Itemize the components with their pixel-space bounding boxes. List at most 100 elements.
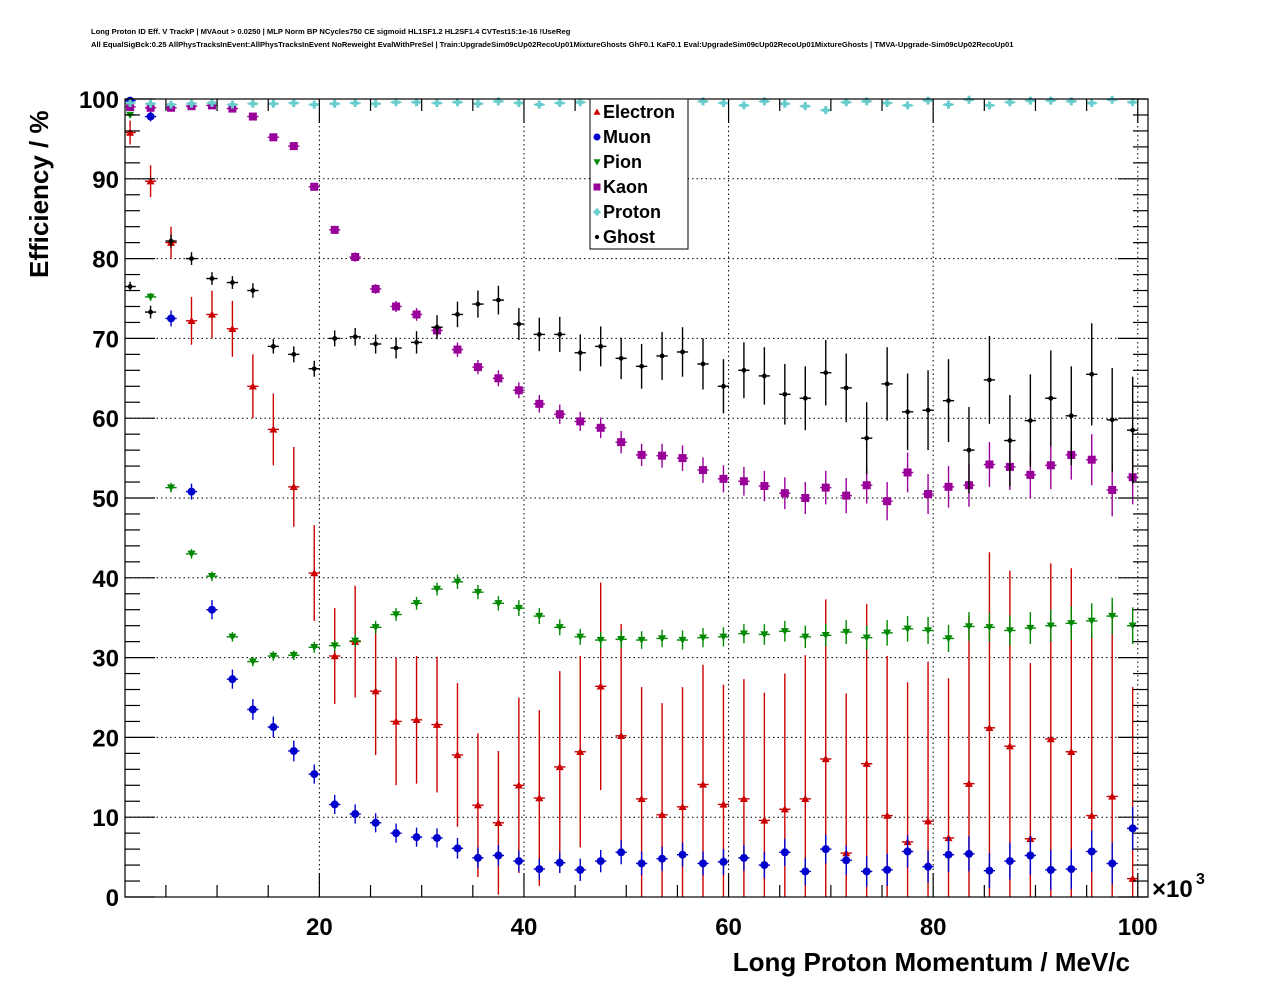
series-pion bbox=[124, 111, 1139, 667]
data-point-muon bbox=[1067, 865, 1076, 874]
data-point-proton bbox=[473, 99, 482, 108]
x-tick-label: 100 bbox=[1118, 914, 1158, 941]
data-point-muon bbox=[473, 853, 482, 862]
legend-label-proton: Proton bbox=[603, 202, 661, 222]
data-point-muon bbox=[269, 723, 278, 732]
data-point-pion bbox=[1087, 617, 1096, 625]
data-point-proton bbox=[330, 99, 339, 108]
data-point-proton bbox=[310, 100, 319, 109]
title-line-1: Long Proton ID Eff. V TrackP | MVAout > … bbox=[91, 27, 571, 36]
data-point-muon bbox=[1108, 859, 1117, 868]
legend-label-electron: Electron bbox=[603, 102, 675, 122]
data-point-kaon bbox=[678, 454, 687, 463]
data-point-pion bbox=[801, 633, 810, 641]
data-point-muon bbox=[637, 859, 646, 868]
data-point-kaon bbox=[883, 497, 892, 506]
y-axis-title: Efficiency / % bbox=[24, 110, 54, 278]
data-point-kaon bbox=[248, 112, 257, 121]
data-point-ghost bbox=[618, 355, 624, 361]
data-point-kaon bbox=[698, 466, 707, 475]
data-point-muon bbox=[964, 849, 973, 858]
data-point-ghost bbox=[884, 381, 890, 387]
data-point-pion bbox=[207, 573, 216, 581]
y-tick-label: 80 bbox=[92, 247, 119, 274]
data-point-proton bbox=[760, 97, 769, 106]
data-point-kaon bbox=[412, 310, 421, 319]
data-point-pion bbox=[637, 636, 646, 645]
data-point-pion bbox=[964, 623, 973, 631]
data-point-kaon bbox=[494, 374, 503, 383]
y-tick-label: 20 bbox=[92, 725, 119, 752]
data-point-ghost bbox=[598, 343, 604, 349]
data-point-electron bbox=[1087, 811, 1096, 819]
data-point-kaon bbox=[371, 284, 380, 293]
data-point-muon bbox=[1005, 857, 1014, 866]
data-point-ghost bbox=[802, 395, 808, 401]
data-point-proton bbox=[1026, 96, 1035, 105]
data-point-kaon bbox=[330, 225, 339, 234]
data-point-ghost bbox=[373, 341, 379, 347]
data-point-ghost bbox=[659, 353, 665, 359]
data-point-kaon bbox=[637, 450, 646, 459]
data-point-proton bbox=[842, 98, 851, 107]
data-point-pion bbox=[1128, 622, 1137, 630]
y-tick-label: 40 bbox=[92, 566, 119, 593]
data-point-proton bbox=[862, 97, 871, 106]
data-point-muon bbox=[1026, 851, 1035, 860]
data-point-pion bbox=[739, 630, 748, 638]
data-point-pion bbox=[310, 644, 319, 652]
data-point-ghost bbox=[311, 366, 317, 372]
data-point-ghost bbox=[536, 332, 542, 337]
data-point-ghost bbox=[250, 288, 256, 293]
data-point-pion bbox=[1026, 624, 1035, 633]
data-point-electron bbox=[739, 794, 748, 803]
data-point-pion bbox=[1005, 627, 1014, 635]
data-point-ghost bbox=[639, 363, 645, 369]
data-point-proton bbox=[1067, 97, 1076, 106]
axis-ticks bbox=[125, 98, 1148, 898]
data-point-kaon bbox=[1108, 486, 1117, 495]
data-point-pion bbox=[924, 627, 933, 635]
data-point-proton bbox=[535, 100, 544, 109]
data-point-muon bbox=[576, 865, 585, 874]
x-tick-label: 40 bbox=[511, 914, 538, 941]
data-point-muon bbox=[330, 800, 339, 809]
data-point-electron bbox=[330, 652, 339, 660]
data-point-kaon bbox=[453, 345, 462, 354]
data-point-muon bbox=[924, 862, 933, 871]
data-point-proton bbox=[433, 98, 442, 107]
data-point-electron bbox=[412, 715, 421, 724]
data-point-pion bbox=[576, 633, 585, 641]
data-point-proton bbox=[1128, 98, 1137, 107]
data-point-ghost bbox=[966, 447, 972, 453]
data-point-ghost bbox=[516, 321, 522, 327]
data-point-muon bbox=[412, 833, 421, 842]
x-axis-title: Long Proton Momentum / MeV/c bbox=[733, 947, 1130, 977]
data-point-muon bbox=[842, 856, 851, 865]
data-point-pion bbox=[698, 634, 707, 642]
data-point-proton bbox=[780, 99, 789, 108]
data-point-electron bbox=[248, 382, 257, 390]
x-multiplier-label: ×10 bbox=[1152, 876, 1193, 903]
data-point-electron bbox=[1046, 734, 1055, 743]
data-point-proton bbox=[412, 98, 421, 107]
data-point-proton bbox=[514, 98, 523, 107]
data-point-electron bbox=[780, 805, 789, 813]
data-point-electron bbox=[1128, 874, 1137, 882]
data-point-kaon bbox=[739, 477, 748, 486]
data-point-electron bbox=[473, 801, 482, 809]
data-point-ghost bbox=[189, 256, 194, 261]
data-point-electron bbox=[658, 810, 667, 819]
data-point-proton bbox=[494, 97, 503, 106]
legend-marker-kaon bbox=[593, 183, 601, 191]
data-point-proton bbox=[985, 101, 994, 110]
data-point-ghost bbox=[352, 334, 358, 340]
data-point-pion bbox=[596, 636, 605, 645]
data-point-ghost bbox=[700, 361, 706, 367]
data-point-muon bbox=[1087, 847, 1096, 856]
data-point-pion bbox=[842, 628, 851, 637]
legend-marker-ghost bbox=[594, 234, 600, 240]
data-point-electron bbox=[514, 781, 523, 789]
data-point-kaon bbox=[555, 410, 564, 419]
data-point-proton bbox=[964, 95, 973, 104]
